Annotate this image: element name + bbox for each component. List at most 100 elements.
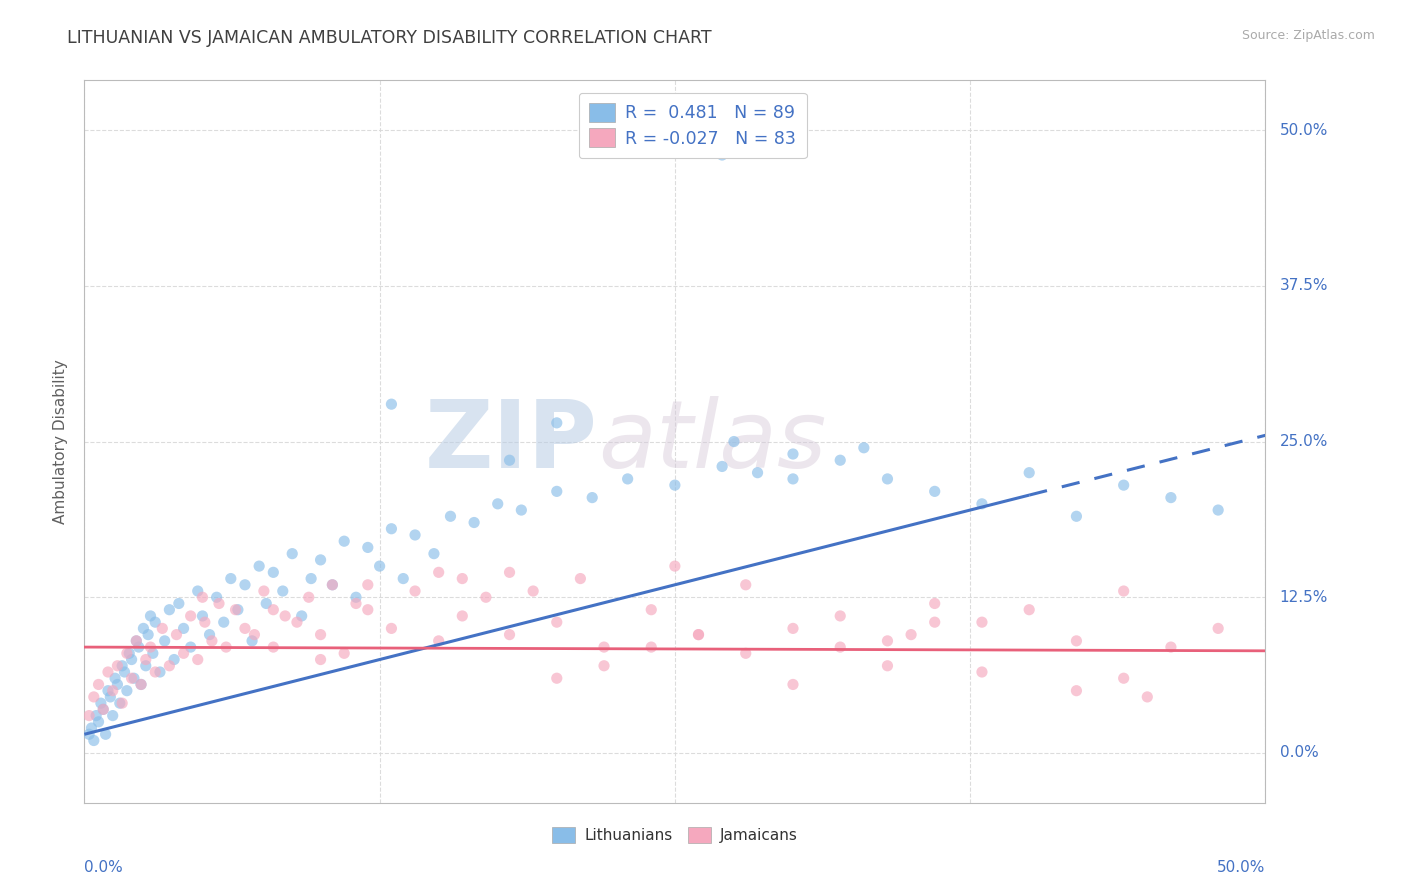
Point [581, 491, 603, 505]
Point [1206, 503, 1229, 517]
Point [143, 665, 166, 679]
Point [711, 459, 734, 474]
Point [180, 609, 202, 624]
Point [309, 553, 332, 567]
Point [380, 397, 402, 411]
Point [191, 609, 214, 624]
Point [87, 677, 110, 691]
Point [664, 478, 686, 492]
Point [782, 677, 804, 691]
Text: atlas: atlas [598, 396, 827, 487]
Point [136, 627, 159, 641]
Point [254, 597, 277, 611]
Point [226, 603, 249, 617]
Point [87, 714, 110, 729]
Point [1206, 621, 1229, 635]
Point [593, 658, 616, 673]
Point [104, 671, 127, 685]
Point [115, 646, 138, 660]
Point [546, 671, 568, 685]
Point [640, 603, 662, 617]
Point [150, 621, 173, 635]
Point [101, 708, 124, 723]
Point [498, 566, 520, 580]
Point [1160, 491, 1182, 505]
Point [344, 597, 367, 611]
Point [135, 658, 157, 673]
Point [153, 633, 176, 648]
Point [219, 572, 242, 586]
Point [212, 615, 235, 630]
Point [380, 621, 402, 635]
Point [404, 584, 426, 599]
Point [299, 572, 322, 586]
Point [546, 615, 568, 630]
Point [247, 559, 270, 574]
Point [208, 597, 231, 611]
Point [546, 484, 568, 499]
Text: 37.5%: 37.5% [1279, 278, 1329, 293]
Point [924, 597, 946, 611]
Point [900, 627, 922, 641]
Point [111, 658, 134, 673]
Point [107, 658, 129, 673]
Point [1112, 671, 1135, 685]
Point [285, 615, 308, 630]
Point [747, 466, 769, 480]
Text: LITHUANIAN VS JAMAICAN AMBULATORY DISABILITY CORRELATION CHART: LITHUANIAN VS JAMAICAN AMBULATORY DISABI… [67, 29, 711, 46]
Point [83, 690, 105, 704]
Point [924, 615, 946, 630]
Point [125, 633, 148, 648]
Point [1136, 690, 1159, 704]
Point [118, 646, 141, 660]
Point [262, 603, 284, 617]
Point [876, 633, 898, 648]
Point [498, 627, 520, 641]
Point [180, 640, 202, 654]
Point [546, 416, 568, 430]
Point [143, 615, 166, 630]
Point [233, 621, 256, 635]
Point [451, 572, 474, 586]
Y-axis label: Ambulatory Disability: Ambulatory Disability [53, 359, 69, 524]
Point [593, 640, 616, 654]
Point [77, 727, 100, 741]
Point [1066, 633, 1088, 648]
Point [463, 516, 485, 530]
Point [344, 591, 367, 605]
Point [205, 591, 228, 605]
Point [298, 591, 321, 605]
Point [380, 522, 402, 536]
Text: 0.0%: 0.0% [84, 860, 124, 875]
Point [262, 566, 284, 580]
Point [357, 578, 380, 592]
Point [135, 652, 157, 666]
Text: 50.0%: 50.0% [1218, 860, 1265, 875]
Point [475, 591, 498, 605]
Point [321, 578, 343, 592]
Point [1018, 466, 1040, 480]
Point [157, 658, 180, 673]
Text: 50.0%: 50.0% [1279, 122, 1327, 137]
Point [333, 646, 356, 660]
Point [142, 646, 165, 660]
Point [876, 472, 898, 486]
Point [498, 453, 520, 467]
Point [392, 572, 415, 586]
Point [83, 733, 105, 747]
Point [90, 696, 112, 710]
Point [129, 677, 152, 691]
Point [510, 503, 533, 517]
Point [439, 509, 461, 524]
Point [253, 584, 276, 599]
Point [125, 633, 148, 648]
Point [782, 447, 804, 461]
Point [101, 683, 124, 698]
Point [194, 615, 217, 630]
Point [173, 621, 195, 635]
Point [94, 727, 117, 741]
Point [423, 547, 446, 561]
Point [309, 627, 332, 641]
Point [281, 547, 304, 561]
Point [233, 578, 256, 592]
